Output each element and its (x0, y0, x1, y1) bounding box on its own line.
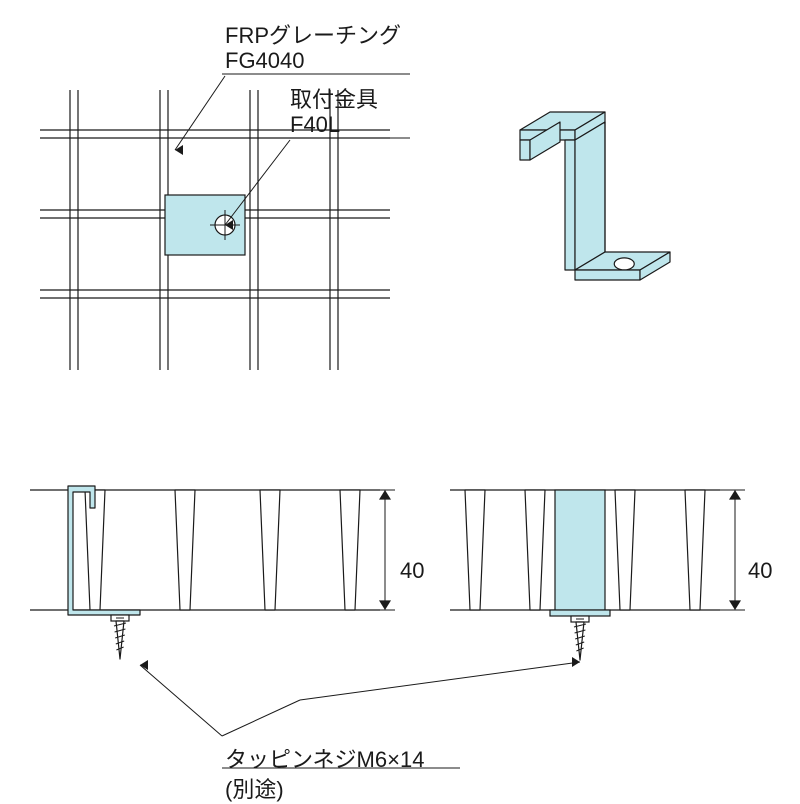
diagram-svg (0, 0, 800, 800)
diagram-canvas: FRPグレーチング FG4040 取付金具 F40L タッピンネジM6×14 (… (0, 0, 800, 800)
screw-name-label: タッピンネジM6×14 (225, 742, 424, 774)
bracket-code-label: F40L (290, 112, 340, 138)
grating-code-label: FG4040 (225, 48, 305, 74)
grating-name-label: FRPグレーチング (225, 18, 401, 50)
bracket-name-label: 取付金具 (290, 82, 378, 114)
dim-40-right: 40 (748, 558, 772, 584)
screw-note-label: (別途) (225, 772, 284, 804)
dim-40-left: 40 (400, 558, 424, 584)
